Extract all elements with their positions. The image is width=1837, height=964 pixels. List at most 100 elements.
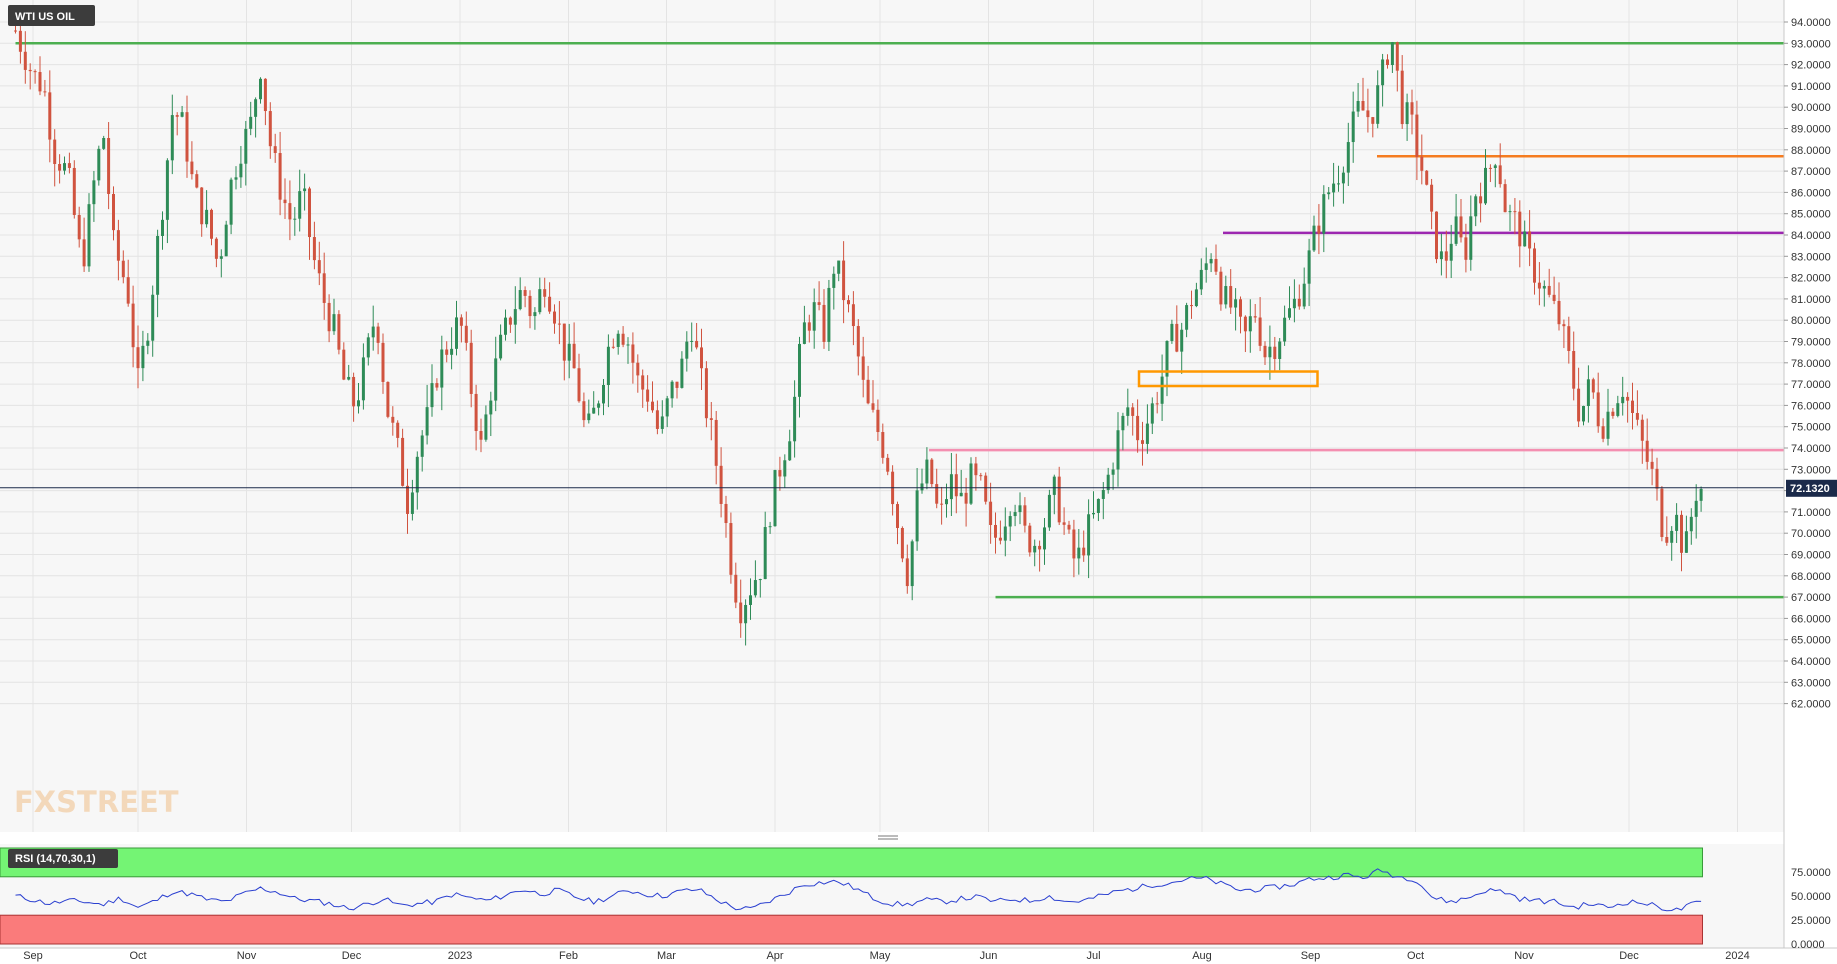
time-tick-label: Oct [1407,950,1424,962]
candle-body [1121,415,1125,431]
candle-body [229,179,233,225]
candle-body [1008,516,1012,527]
time-tick-label: Jul [1086,950,1100,962]
candle-body [1430,184,1434,212]
candle-body [1601,426,1605,439]
candle-body [1292,298,1296,309]
candle-body [430,383,434,408]
candle-body [293,218,297,220]
price-tick-label: 87.0000 [1791,166,1831,178]
candle-body [606,346,610,386]
candle-body [244,128,248,164]
candle-body [1694,500,1698,517]
candle-body [38,72,42,92]
candle-body [1307,250,1311,284]
candle-body [1341,172,1345,184]
rsi-axis[interactable]: 75.0000 50.0000 25.0000 0.0000 [1791,867,1831,951]
candle-body [102,138,106,149]
zone-rectangle[interactable] [1137,370,1319,388]
candle-body [504,317,507,335]
candle-body [646,389,650,402]
price-axis[interactable]: 94.0000 93.0000 92.0000 91.0000 90.0000 89.00… [1784,17,1831,711]
candle-body [420,435,424,457]
candle-body [170,115,174,161]
candle-body [847,300,850,305]
candle-body [1273,346,1277,359]
candle-body [1400,70,1404,125]
candle-body [210,209,213,239]
candle-body [259,78,262,100]
candle-body [205,209,209,225]
candle-body [1106,474,1110,491]
candle-body [665,398,669,417]
candle-body [749,595,752,605]
candle-body [391,416,395,423]
candle-body [1258,317,1262,346]
candle-body [371,326,375,338]
price-pane[interactable] [0,0,1784,832]
candle-body [1479,196,1483,204]
candle-body [494,358,498,401]
candle-body [1572,350,1576,389]
candle-body [1229,286,1233,308]
candle-body [1043,527,1046,550]
candle-body [984,475,988,502]
candle-body [807,322,811,331]
candle-body [337,314,341,350]
candle-body [214,238,218,259]
candle-body [651,401,654,411]
time-tick-label: Dec [1619,950,1639,962]
candle-body [1185,305,1189,330]
candle-body [97,148,101,181]
candle-body [729,523,733,575]
price-tick-label: 65.0000 [1791,635,1831,647]
candle-body [513,309,517,325]
candle-body [861,356,865,380]
candle-body [1488,167,1492,169]
candle-body [53,139,57,165]
candle-body [254,99,258,117]
candle-body [136,347,140,369]
candle-body [224,224,228,257]
fxstreet-logo: FXSTREET [14,785,179,819]
candle-body [1155,403,1159,405]
price-tick-label: 66.0000 [1791,613,1831,625]
price-tick-label: 82.0000 [1791,273,1831,285]
time-tick-label: Nov [1514,950,1534,962]
candle-body [18,30,22,52]
pane-divider[interactable] [0,832,1784,844]
candle-body [1547,285,1551,295]
time-tick-label: May [870,950,891,962]
candle-body [827,287,831,342]
candle-body [499,334,503,359]
candles [14,17,1703,646]
candle-body [440,349,444,388]
candle-body [151,294,155,341]
candle-body [1518,211,1522,247]
candle-body [1454,216,1458,244]
time-axis[interactable]: Sep Oct Nov Dec 2023 Feb Mar Apr May Jun Jul Aug Sep… [23,950,1750,962]
time-tick-label: Apr [766,950,783,962]
candle-body [82,239,86,267]
candle-body [273,146,277,154]
candle-body [479,430,483,440]
candle-body [1356,101,1360,112]
candle-body [704,368,708,419]
candle-body [562,323,566,361]
candle-body [156,235,160,295]
candle-body [1591,379,1595,393]
candle-body [484,414,488,440]
candle-body [508,317,512,325]
candle-body [900,528,904,559]
candle-body [234,177,238,180]
candle-body [121,260,125,278]
candle-body [1253,316,1257,318]
candle-body [455,317,458,349]
candle-body [739,602,743,624]
candle-body [1582,406,1585,422]
candle-body [1052,476,1056,495]
candle-body [381,342,385,382]
candle-body [1136,415,1140,441]
candle-body [1635,412,1639,420]
candle-body [396,422,400,438]
